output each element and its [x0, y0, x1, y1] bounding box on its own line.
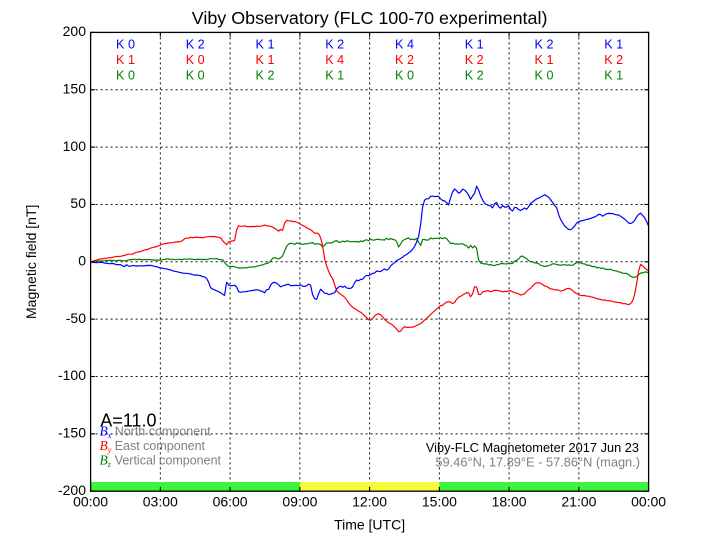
svg-text:East component: East component [115, 439, 206, 453]
svg-text:K 1: K 1 [604, 38, 623, 52]
svg-text:Magnetic field [nT]: Magnetic field [nT] [23, 205, 39, 319]
svg-text:K 2: K 2 [465, 68, 484, 82]
svg-text:North component: North component [115, 425, 211, 439]
svg-text:06:00: 06:00 [213, 493, 248, 509]
svg-text:150: 150 [63, 81, 87, 97]
svg-text:K 0: K 0 [116, 68, 135, 82]
svg-text:0: 0 [78, 253, 86, 269]
svg-text:59.46°N, 17.89°E - 57.86°N (ma: 59.46°N, 17.89°E - 57.86°N (magn.) [435, 455, 640, 470]
svg-text:18:00: 18:00 [492, 493, 527, 509]
svg-text:K 1: K 1 [465, 38, 484, 52]
svg-text:-200: -200 [58, 482, 86, 498]
svg-text:03:00: 03:00 [143, 493, 178, 509]
svg-text:200: 200 [63, 23, 87, 39]
svg-text:K 1: K 1 [256, 38, 275, 52]
svg-text:00:00: 00:00 [73, 493, 108, 509]
svg-text:100: 100 [63, 138, 87, 154]
svg-text:A=11.0: A=11.0 [100, 410, 156, 430]
svg-text:Time [UTC]: Time [UTC] [334, 517, 405, 533]
svg-text:K 1: K 1 [604, 68, 623, 82]
svg-text:-150: -150 [58, 425, 86, 441]
svg-text:K 1: K 1 [116, 53, 135, 67]
svg-text:Vertical component: Vertical component [115, 454, 222, 468]
svg-text:Viby Observatory (FLC 100-70 e: Viby Observatory (FLC 100-70 experimenta… [192, 8, 548, 28]
svg-text:K 0: K 0 [186, 53, 205, 67]
svg-text:21:00: 21:00 [561, 493, 596, 509]
svg-text:K 2: K 2 [395, 53, 414, 67]
svg-text:K 0: K 0 [395, 68, 414, 82]
svg-text:K 0: K 0 [116, 38, 135, 52]
svg-text:K 4: K 4 [325, 53, 344, 67]
svg-text:-50: -50 [66, 310, 86, 326]
svg-text:Viby-FLC Magnetometer 2017 Jun: Viby-FLC Magnetometer 2017 Jun 23 [426, 440, 639, 455]
svg-text:K 0: K 0 [186, 68, 205, 82]
svg-text:12:00: 12:00 [352, 493, 387, 509]
svg-text:K 2: K 2 [325, 38, 344, 52]
svg-text:-100: -100 [58, 367, 86, 383]
svg-text:K 1: K 1 [256, 53, 275, 67]
svg-text:50: 50 [70, 195, 86, 211]
svg-text:K 2: K 2 [535, 38, 554, 52]
svg-text:K 1: K 1 [325, 68, 344, 82]
svg-text:K 2: K 2 [465, 53, 484, 67]
svg-text:K 0: K 0 [535, 68, 554, 82]
svg-text:09:00: 09:00 [282, 493, 317, 509]
svg-text:K 4: K 4 [395, 38, 414, 52]
svg-text:K 2: K 2 [186, 38, 205, 52]
svg-text:00:00: 00:00 [631, 493, 666, 509]
svg-text:K 2: K 2 [604, 53, 623, 67]
svg-text:15:00: 15:00 [422, 493, 457, 509]
svg-text:K 1: K 1 [535, 53, 554, 67]
svg-text:K 2: K 2 [256, 68, 275, 82]
